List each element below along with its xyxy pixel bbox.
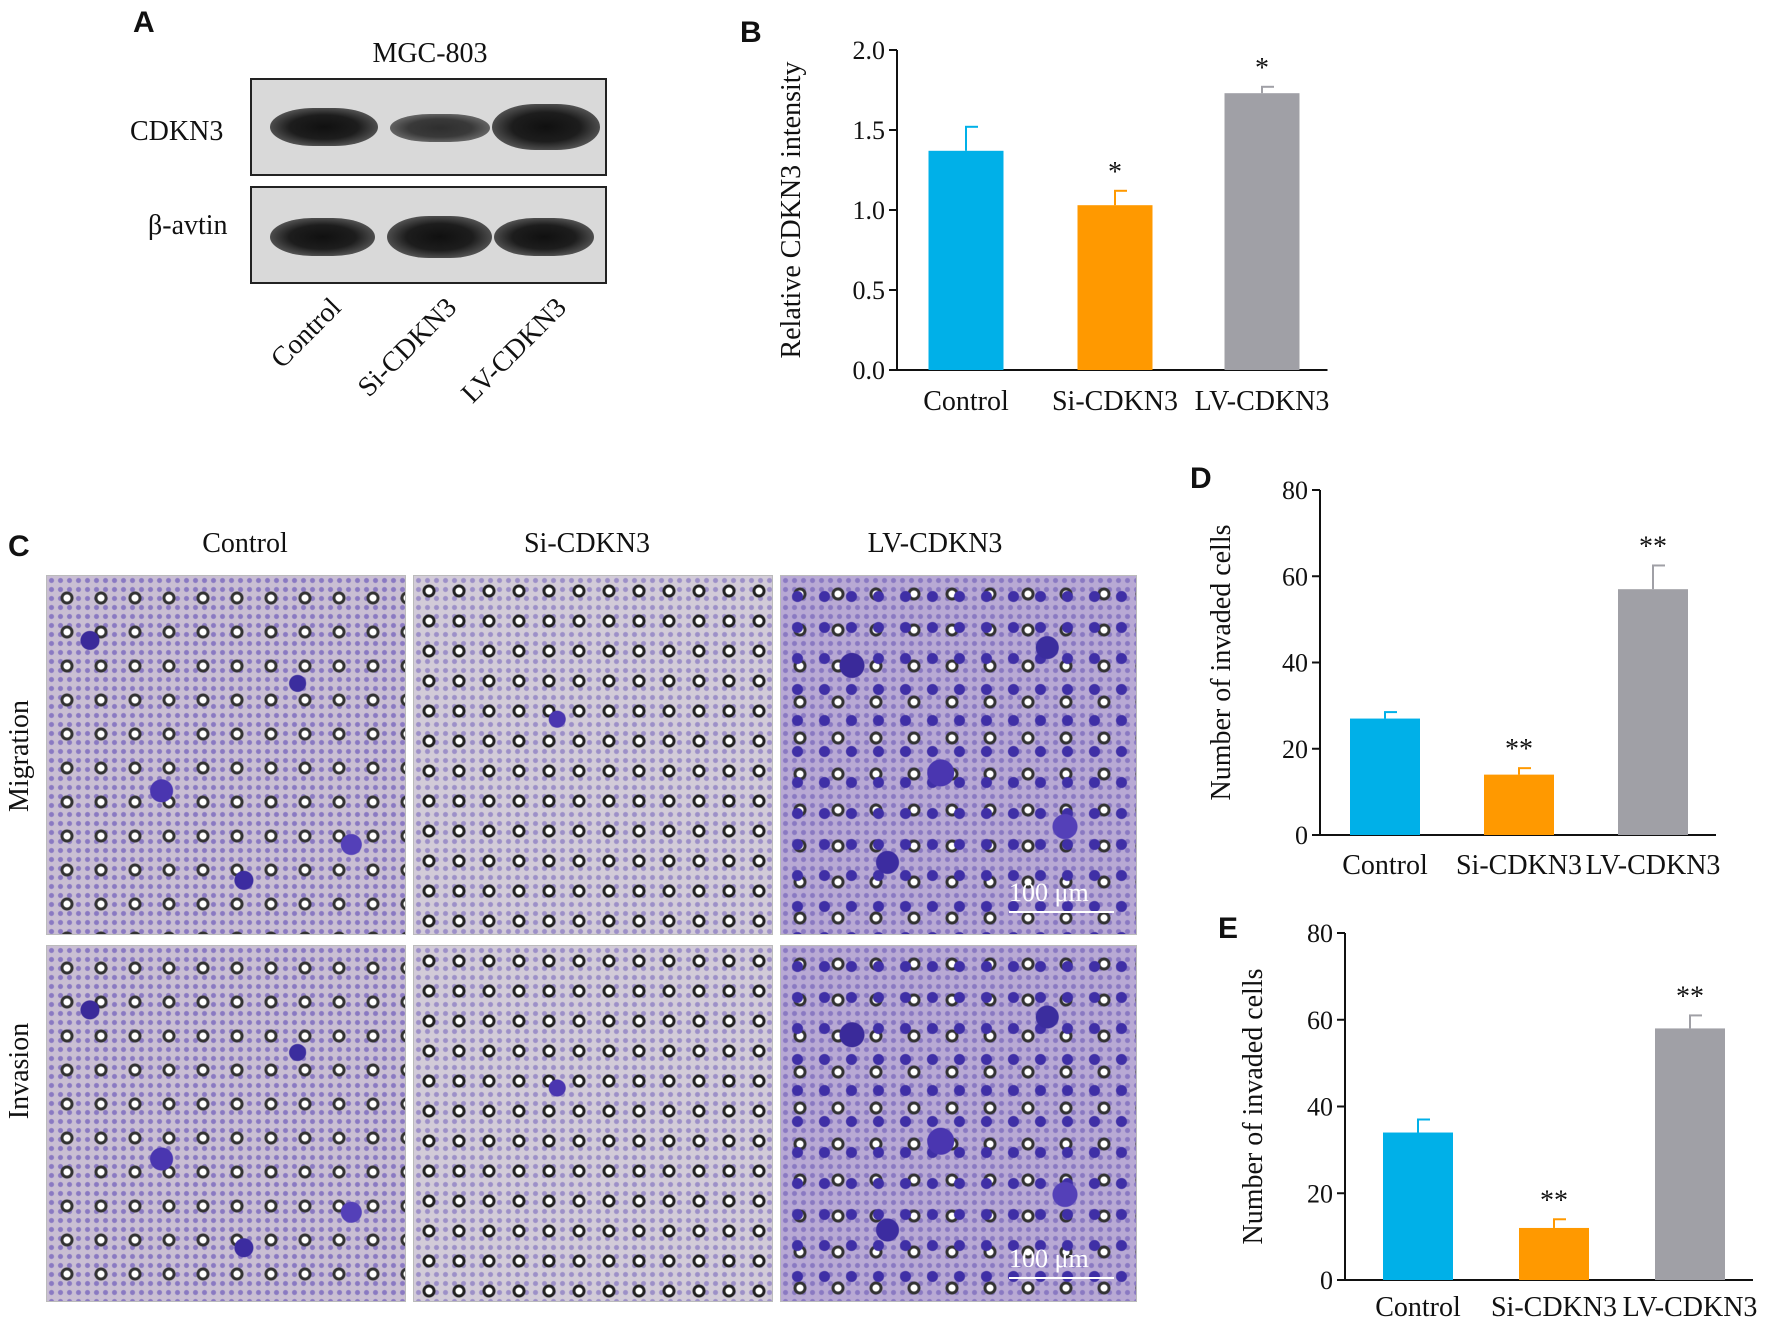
significance-e-1: **: [1540, 1185, 1568, 1216]
bar-d-1: [1484, 774, 1554, 835]
micrograph-migration-lv: 100 μm: [780, 575, 1137, 935]
x-tick-label-d-1: Si-CDKN3: [1456, 850, 1582, 881]
panel-letter-b: B: [740, 16, 762, 49]
scale-bar-invasion: [1009, 1277, 1114, 1279]
y-tick-label-d: 0: [1295, 821, 1308, 850]
y-axis-label-e: Number of invaded cells: [1238, 968, 1269, 1244]
panel-letter-e: E: [1218, 912, 1239, 945]
micrograph-migration-control: [46, 575, 406, 935]
significance-d-2: **: [1639, 531, 1667, 562]
y-tick-label-e: 60: [1307, 1006, 1333, 1035]
panel-letter-d: D: [1190, 462, 1212, 495]
y-tick-label-d: 40: [1282, 649, 1308, 678]
panel-letter-a: A: [133, 6, 155, 39]
x-tick-label-b-0: Control: [923, 386, 1009, 417]
y-axis-label-b: Relative CDKN3 intensity: [776, 61, 807, 358]
panel-letter-c: C: [8, 530, 30, 563]
blot-box-cdkn3: [250, 78, 607, 176]
chart-b: 0.0 0.5 1.0 1.5 2.0 Relative CDKN3 intensity C…: [776, 36, 1329, 417]
band-cdkn3-lv: [492, 104, 600, 150]
y-tick-label-b: 0.0: [853, 356, 886, 385]
blot-title: MGC-803: [372, 38, 488, 69]
y-tick-label-e: 40: [1307, 1093, 1333, 1122]
micrograph-invasion-lv: 100 μm: [780, 945, 1137, 1302]
band-actin-si: [387, 216, 492, 258]
micrograph-migration-si: [413, 575, 773, 935]
scale-bar-label-invasion: 100 μm: [1009, 1244, 1089, 1273]
y-tick-label-b: 2.0: [853, 36, 886, 65]
bar-d-0: [1350, 718, 1420, 835]
chart-e: 0 20 40 60 80 Number of invaded cells Control *…: [1238, 919, 1757, 1323]
micrograph-invasion-si: [413, 945, 773, 1302]
blot-row-label-actin: β-avtin: [148, 210, 228, 241]
micro-row-title-invasion: Invasion: [4, 1022, 35, 1120]
bar-b-2: [1224, 93, 1300, 370]
micro-col-title-si: Si-CDKN3: [523, 528, 650, 559]
y-tick-label-e: 80: [1307, 919, 1333, 948]
significance-d-1: **: [1505, 734, 1533, 765]
micro-col-title-lv: LV-CDKN3: [867, 528, 1003, 559]
y-tick-label-b: 1.0: [853, 196, 886, 225]
y-axis-label-d: Number of invaded cells: [1206, 524, 1237, 800]
band-cdkn3-control: [270, 108, 378, 146]
significance-b-2: *: [1255, 53, 1269, 84]
y-tick-label-d: 60: [1282, 562, 1308, 591]
blot-row-label-cdkn3: CDKN3: [130, 116, 224, 147]
y-tick-label-b: 1.5: [853, 116, 886, 145]
micrograph-invasion-control: [46, 945, 406, 1302]
band-actin-control: [270, 218, 375, 256]
y-tick-label-b: 0.5: [853, 276, 886, 305]
scale-bar-label-migration: 100 μm: [1009, 878, 1089, 907]
bar-e-1: [1519, 1227, 1589, 1280]
band-cdkn3-si: [390, 114, 490, 142]
bar-d-2: [1618, 589, 1688, 835]
chart-d: 0 20 40 60 80 Number of invaded cells Control *…: [1206, 476, 1720, 881]
micro-col-title-control: Control: [202, 528, 288, 559]
y-tick-label-e: 20: [1307, 1179, 1333, 1208]
bar-b-0: [928, 150, 1004, 370]
bar-e-0: [1383, 1132, 1453, 1280]
x-tick-label-e-1: Si-CDKN3: [1491, 1292, 1617, 1323]
bar-e-2: [1655, 1028, 1725, 1280]
band-actin-lv: [494, 218, 594, 256]
x-tick-label-e-0: Control: [1375, 1292, 1461, 1323]
x-tick-label-b-2: LV-CDKN3: [1195, 386, 1330, 417]
x-tick-label-d-2: LV-CDKN3: [1586, 850, 1721, 881]
significance-b-1: *: [1108, 157, 1122, 188]
scale-bar-migration: [1009, 911, 1114, 913]
y-tick-label-d: 80: [1282, 476, 1308, 505]
significance-e-2: **: [1676, 981, 1704, 1012]
micro-row-title-migration: Migration: [4, 700, 35, 812]
bar-b-1: [1077, 205, 1153, 370]
y-tick-label-d: 20: [1282, 735, 1308, 764]
x-tick-label-d-0: Control: [1342, 850, 1428, 881]
blot-box-actin: [250, 186, 607, 284]
x-tick-label-b-1: Si-CDKN3: [1052, 386, 1178, 417]
x-tick-label-e-2: LV-CDKN3: [1623, 1292, 1758, 1323]
y-tick-label-e: 0: [1320, 1266, 1333, 1295]
